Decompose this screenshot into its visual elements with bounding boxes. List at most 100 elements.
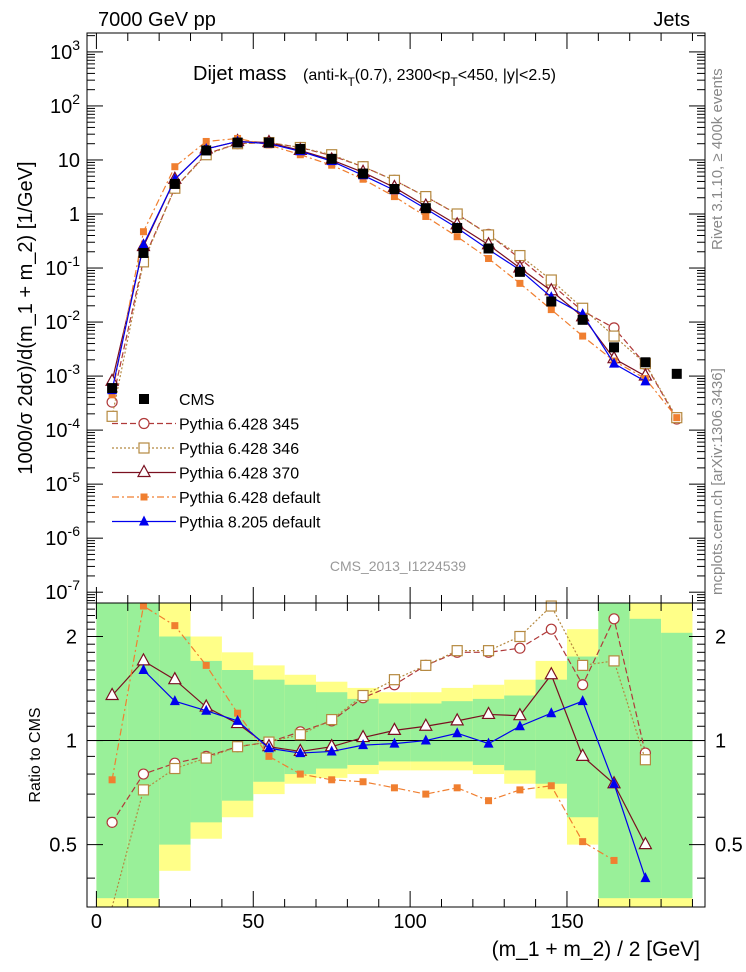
series-pythia-6-428-370-ratio-point [544,666,559,680]
legend: CMS Pythia 6.428 345 Pythia 6.428 346 Pythi… [112,392,321,532]
series-pythia-8-205-default-ratio-point [326,745,337,756]
ratio-tick-label-right: 2 [715,626,726,648]
subtitle-part-a: (anti-k [303,67,348,84]
series-pythia-6-428-346-ratio-point [451,645,463,657]
series-pythia-6-428-default-ratio-point [234,709,242,717]
series-pythia-6-428-346-point [106,410,118,422]
series-pythia-6-428-370-line [111,140,646,382]
series-pythia-6-428-default-ratio-point [139,602,147,610]
series-pythia-6-428-default-point [202,137,210,145]
ratio-panel-frame [86,602,706,908]
ratio-tick-label-left: 2 [66,626,77,648]
main-panel: 10-7 10-6 10-5 10-4 10-3 10-2 10-1 1 10 102 103 Di… [15,32,706,604]
series-pythia-6-428-default-point [547,306,555,314]
series-pythia-8-205-default-point [640,375,651,386]
series-pythia-6-428-default-ratio-point [579,838,587,846]
series-pythia-8-205-default-ratio-point [232,714,243,725]
ratio-panel: 0.5 0.5 1 1 2 2 Ratio to CMS [27,600,743,908]
series-pythia-6-428-default-point [328,161,336,169]
x-tick-labels: 0 50 100 150 [91,911,584,933]
series-pythia-6-428-370-ratio-point [450,712,465,726]
main-y-tick-labels: 10-7 10-6 10-5 10-4 10-3 10-2 10-1 1 10 102 103 [45,37,80,604]
green-band-segment [316,692,348,769]
legend-label: CMS [179,392,215,409]
series-pythia-6-428-default-point [485,255,493,263]
series-pythia-6-428-default-ratio-point [202,661,210,669]
ratio-tick-label-left: 0.5 [49,835,77,857]
series-pythia-6-428-346-ratio-point [137,784,150,796]
green-band-segment [190,660,222,823]
series-pythia-8-205-default-ratio-point [358,739,369,750]
ratio-axis-ticks [87,602,705,907]
series-pythia-6-428-default-point [139,228,147,236]
legend-marker [139,515,149,526]
y-tick-label: 10-1 [45,253,80,280]
x-tick-label: 150 [550,911,583,933]
subtitle-sub-a: T [347,75,355,89]
series-pythia-6-428-370-ratio-point [638,836,653,850]
ratio-series-layer [105,600,653,908]
series-pythia-6-428-default-point [579,332,587,340]
series-pythia-8-205-default-point [609,357,620,368]
series-pythia-8-205-default-ratio-point [420,734,431,745]
cms-data-point [452,223,463,234]
series-pythia-6-428-346-ratio-point [577,659,589,671]
cms-data-point [232,137,243,148]
cms-data-point [671,368,682,379]
y-tick-label: 102 [50,91,80,118]
series-pythia-6-428-345-ratio-point [106,816,118,828]
y-tick-label: 10-7 [45,577,80,604]
legend-label: Pythia 6.428 370 [179,466,299,483]
y-tick-label: 10-4 [45,415,80,442]
green-band-segment [221,669,254,801]
x-axis-label: (m_1 + m_2) / 2 [GeV] [492,938,700,961]
series-pythia-6-428-346-ratio-point [608,655,620,667]
y-tick-label: 10 [58,150,80,172]
x-tick-label: 50 [242,911,264,933]
legend-label: Pythia 6.428 default [179,490,321,507]
series-pythia-6-428-default-ratio-point [547,782,555,790]
legend-marker [140,493,148,501]
series-pythia-8-205-default-ratio-point [514,720,525,731]
y-tick-label: 1 [69,204,80,226]
series-pythia-6-428-default-ratio-point [390,784,398,792]
series-pythia-6-428-370-ratio-point [481,706,496,720]
series-pythia-8-205-default-ratio-point [483,737,494,748]
series-pythia-6-428-default-ratio-point [610,856,618,864]
series-pythia-6-428-370-ratio-point [418,717,433,731]
analysis-watermark: CMS_2013_I1224539 [330,558,466,574]
mcplots-reference-label: mcplots.cern.ch [arXiv:1306.3436] [709,368,726,595]
cms-data-point [420,203,431,214]
series-pythia-8-205-default-point [138,238,149,249]
series-pythia-6-428-345-ratio-point [545,623,557,635]
series-pythia-8-205-default-ratio-point [640,872,651,883]
cms-data-point [609,342,620,353]
process-label: Jets [653,9,690,31]
series-pythia-6-428-default-point [516,279,524,287]
series-pythia-6-428-default-ratio-point [422,790,430,798]
green-band-segment [253,679,285,782]
green-band-segment [96,603,128,899]
y-tick-label: 10-6 [45,523,80,550]
legend-label: Pythia 6.428 346 [179,441,299,458]
series-pythia-6-428-default-ratio-line [111,605,615,861]
y-axis-label: 1000/σ 2dσ)/d(m_1 + m_2) [1/GeV] [15,161,37,474]
green-band-segment [127,603,160,899]
cms-data-point [514,266,525,277]
series-pythia-6-428-default-ratio-point [108,776,116,784]
cms-data-point [577,314,588,325]
cms-data-point [263,137,274,148]
chart-title: Dijet mass [193,63,286,85]
series-pythia-6-428-346-ratio-line [111,605,646,908]
series-pythia-6-428-346-ratio-point [357,689,369,702]
legend-marker [136,464,152,478]
y-tick-label: 10-2 [45,307,80,334]
subtitle-part-b: (0.7), 2300<p [355,67,451,84]
series-pythia-6-428-346-ratio-point [169,762,181,775]
y-tick-label: 103 [50,37,80,64]
series-pythia-6-428-default-point [390,193,398,201]
series-pythia-6-428-346-ratio-point [388,674,401,686]
cms-data-point [169,178,180,189]
cms-data-point [138,247,149,258]
series-pythia-8-205-default-ratio-point [201,704,212,715]
